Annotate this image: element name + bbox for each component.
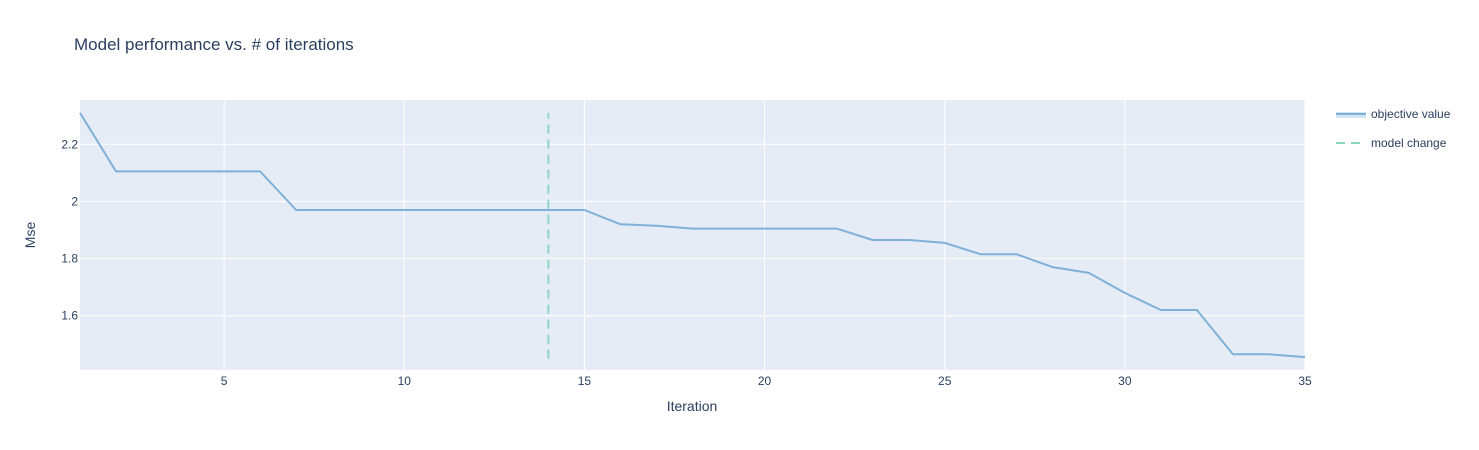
y-tick-label: 2.2 bbox=[61, 137, 78, 151]
y-tick-label: 1.6 bbox=[61, 309, 78, 323]
chart-title: Model performance vs. # of iterations bbox=[74, 35, 354, 54]
legend: objective value model change bbox=[1336, 107, 1451, 150]
plot-area bbox=[80, 100, 1305, 370]
x-tick-label: 35 bbox=[1298, 374, 1312, 388]
x-tick-label: 30 bbox=[1118, 374, 1132, 388]
x-axis-ticks: 5 10 15 20 25 30 35 bbox=[221, 374, 1312, 388]
series-layer bbox=[79, 112, 1306, 359]
y-axis-label: Mse bbox=[22, 222, 38, 249]
x-tick-label: 10 bbox=[398, 374, 412, 388]
x-tick-label: 25 bbox=[938, 374, 952, 388]
legend-label-objective-value: objective value bbox=[1371, 107, 1451, 121]
series-line-objective-value bbox=[79, 112, 1306, 359]
legend-item-objective-value[interactable]: objective value bbox=[1336, 107, 1451, 121]
y-axis-ticks: 1.6 1.8 2 2.2 bbox=[61, 137, 78, 322]
x-axis-label: Iteration bbox=[667, 398, 718, 414]
grid bbox=[80, 100, 1306, 370]
x-tick-label: 15 bbox=[578, 374, 592, 388]
legend-label-model-change: model change bbox=[1371, 136, 1447, 150]
y-tick-label: 2 bbox=[71, 194, 78, 208]
legend-item-model-change[interactable]: model change bbox=[1336, 136, 1447, 150]
x-tick-label: 5 bbox=[221, 374, 228, 388]
x-tick-label: 20 bbox=[758, 374, 772, 388]
y-tick-label: 1.8 bbox=[61, 252, 78, 266]
